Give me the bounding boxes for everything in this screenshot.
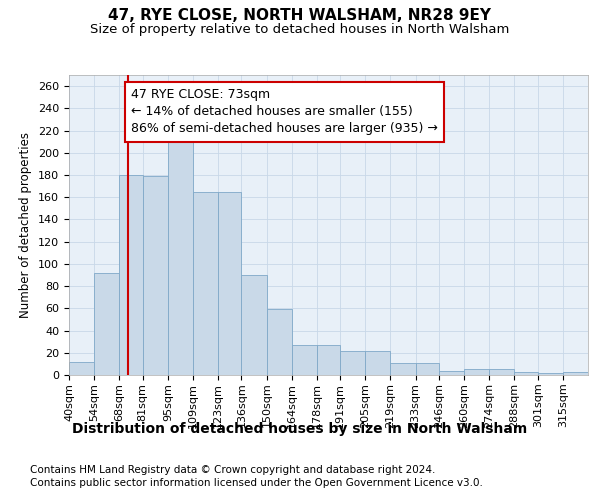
Bar: [489, 370, 514, 375]
Y-axis label: Number of detached properties: Number of detached properties: [19, 132, 32, 318]
Bar: [168, 142, 193, 375]
Text: Distribution of detached houses by size in North Walsham: Distribution of detached houses by size …: [73, 422, 527, 436]
Text: 47, RYE CLOSE, NORTH WALSHAM, NR28 9EY: 47, RYE CLOSE, NORTH WALSHAM, NR28 9EY: [109, 8, 491, 22]
Bar: [365, 350, 391, 375]
Text: Size of property relative to detached houses in North Walsham: Size of property relative to detached ho…: [91, 22, 509, 36]
Bar: [143, 176, 168, 375]
Bar: [340, 350, 365, 375]
Text: Contains HM Land Registry data © Crown copyright and database right 2024.: Contains HM Land Registry data © Crown c…: [30, 465, 436, 475]
Bar: [218, 192, 241, 375]
Text: 47 RYE CLOSE: 73sqm
← 14% of detached houses are smaller (155)
86% of semi-detac: 47 RYE CLOSE: 73sqm ← 14% of detached ho…: [131, 88, 438, 136]
Bar: [317, 345, 340, 375]
Bar: [391, 363, 416, 375]
Bar: [193, 192, 218, 375]
Bar: [292, 345, 317, 375]
Bar: [241, 275, 266, 375]
Bar: [538, 373, 563, 375]
Bar: [464, 370, 489, 375]
Bar: [266, 310, 292, 375]
Bar: [563, 372, 588, 375]
Bar: [514, 372, 538, 375]
Bar: [439, 370, 464, 375]
Bar: [69, 362, 94, 375]
Bar: [94, 273, 119, 375]
Text: Contains public sector information licensed under the Open Government Licence v3: Contains public sector information licen…: [30, 478, 483, 488]
Bar: [119, 175, 143, 375]
Bar: [416, 363, 439, 375]
